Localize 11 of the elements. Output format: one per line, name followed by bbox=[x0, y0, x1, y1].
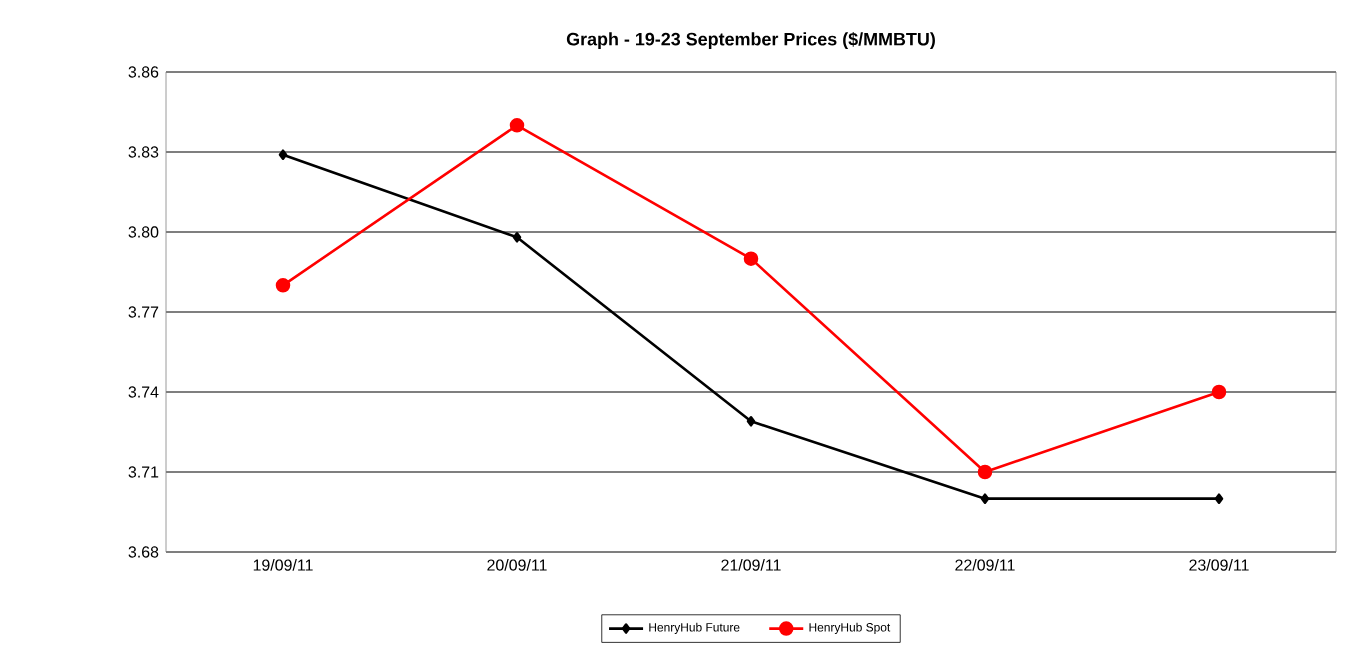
point bbox=[980, 493, 990, 504]
point bbox=[275, 278, 291, 293]
point bbox=[743, 251, 759, 266]
point bbox=[278, 149, 288, 160]
point bbox=[1214, 493, 1224, 504]
point bbox=[509, 118, 525, 133]
point bbox=[1211, 384, 1227, 400]
point bbox=[746, 416, 756, 427]
point bbox=[977, 464, 993, 480]
point bbox=[512, 232, 522, 243]
chart-title: Graph - 19-23 September Prices ($/MMBTU) bbox=[566, 31, 935, 50]
